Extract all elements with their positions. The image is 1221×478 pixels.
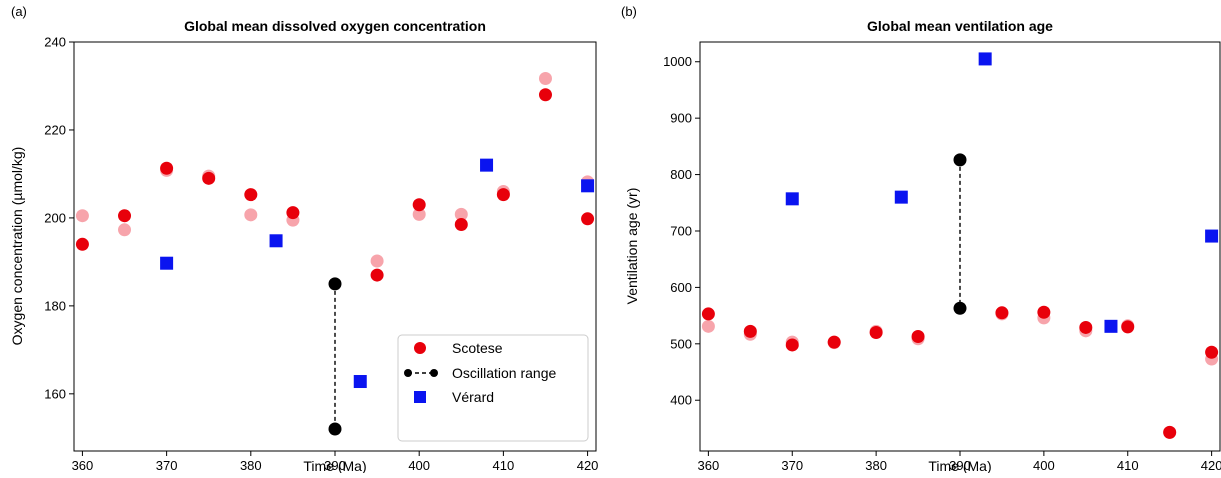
chart-title-a: Global mean dissolved oxygen concentrati… (184, 18, 486, 34)
y-tick-label: 220 (44, 122, 66, 137)
scotese-faint-point (412, 207, 426, 221)
scotese-faint-point (244, 208, 258, 222)
legend-marker-oscillation-start (404, 369, 412, 377)
verard-point (581, 179, 595, 193)
y-tick-label: 180 (44, 298, 66, 313)
x-tick-label: 390 (949, 458, 971, 473)
panel-oxygen: (a) Global mean dissolved oxygen concent… (9, 4, 598, 474)
y-tick-label: 700 (670, 223, 692, 238)
legend-marker-verard (414, 391, 426, 403)
panel-ventilation: (b) Global mean ventilation age 360 370 38… (621, 4, 1221, 474)
legend-label-scotese: Scotese (452, 340, 503, 356)
verard-point (1205, 229, 1219, 243)
y-tick-label: 800 (670, 167, 692, 182)
legend-label-oscillation: Oscillation range (452, 365, 556, 381)
scotese-point (869, 326, 883, 340)
scotese-point (412, 198, 426, 212)
scotese-faint-point (370, 254, 384, 268)
x-tick-label: 400 (408, 458, 430, 473)
x-tick-label: 380 (240, 458, 262, 473)
oscillation-range-point (953, 301, 967, 315)
verard-point (978, 52, 992, 66)
scotese-point (743, 324, 757, 338)
y-axis-label-b: Ventilation age (yr) (624, 188, 640, 305)
ticks-a: 360 370 380 390 400 410 420 160 180 200 220 240 (44, 35, 598, 474)
y-tick-label: 500 (670, 336, 692, 351)
scotese-point (160, 161, 174, 175)
scotese-point (538, 88, 552, 102)
scotese-point (1037, 305, 1051, 319)
x-tick-label: 400 (1033, 458, 1055, 473)
scotese-point (1163, 425, 1177, 439)
legend-marker-scotese (414, 342, 426, 354)
oscillation-range-point (328, 277, 342, 291)
x-tick-label: 360 (72, 458, 94, 473)
marks-a (75, 72, 595, 436)
scotese-point (827, 335, 841, 349)
x-tick-label: 420 (1201, 458, 1221, 473)
x-axis-label-b: Time (Ma) (928, 458, 991, 473)
x-tick-label: 360 (698, 458, 720, 473)
legend-marker-oscillation-end (430, 369, 438, 377)
oscillation-range-point (328, 422, 342, 436)
marks-b (701, 52, 1219, 439)
scotese-faint-point (701, 319, 715, 333)
scotese-point (496, 188, 510, 202)
x-tick-label: 370 (156, 458, 178, 473)
x-tick-label: 390 (324, 458, 346, 473)
scotese-point (1205, 345, 1219, 359)
scotese-point (454, 218, 468, 232)
verard-point (1104, 319, 1118, 333)
y-tick-label: 900 (670, 111, 692, 126)
verard-point (894, 190, 908, 204)
y-tick-label: 160 (44, 386, 66, 401)
y-tick-label: 1000 (663, 54, 692, 69)
verard-point (785, 192, 799, 206)
y-axis-label-a: Oxygen concentration (µmol/kg) (9, 147, 25, 346)
x-tick-label: 380 (865, 458, 887, 473)
scotese-point (118, 209, 132, 223)
x-tick-label: 410 (1117, 458, 1139, 473)
ticks-b: 360 370 380 390 400 410 420 400 500 600 700 800 900 1… (663, 54, 1221, 473)
scotese-point (911, 329, 925, 343)
x-axis-label-a: Time (Ma) (303, 458, 366, 473)
scotese-point (75, 237, 89, 251)
panel-label-b: (b) (621, 4, 637, 19)
y-tick-label: 400 (670, 393, 692, 408)
scotese-faint-point (75, 209, 89, 223)
chart-title-b: Global mean ventilation age (867, 18, 1053, 34)
verard-point (269, 234, 283, 248)
legend-box (397, 334, 589, 442)
scotese-faint-point (118, 223, 132, 237)
scotese-point (701, 307, 715, 321)
verard-point (160, 256, 174, 270)
oscillation-range-point (953, 153, 967, 167)
y-tick-label: 200 (44, 210, 66, 225)
x-tick-label: 370 (781, 458, 803, 473)
y-tick-label: 240 (44, 35, 66, 50)
scotese-faint-point (454, 207, 468, 221)
scotese-point (785, 338, 799, 352)
scotese-point (286, 206, 300, 220)
scotese-point (995, 306, 1009, 320)
scotese-point (1121, 320, 1135, 334)
y-tick-label: 600 (670, 280, 692, 295)
verard-point (480, 158, 494, 172)
scotese-point (1079, 320, 1093, 334)
scotese-point (244, 188, 258, 202)
x-tick-label: 420 (577, 458, 599, 473)
verard-point (353, 375, 367, 389)
scotese-point (581, 212, 595, 226)
legend-label-verard: Vérard (452, 389, 494, 405)
scotese-point (370, 268, 384, 282)
scotese-point (202, 171, 216, 185)
x-tick-label: 410 (493, 458, 515, 473)
panel-label-a: (a) (11, 4, 27, 19)
scotese-faint-point (538, 72, 552, 86)
legend: Scotese Oscillation range Vérard (397, 334, 589, 442)
